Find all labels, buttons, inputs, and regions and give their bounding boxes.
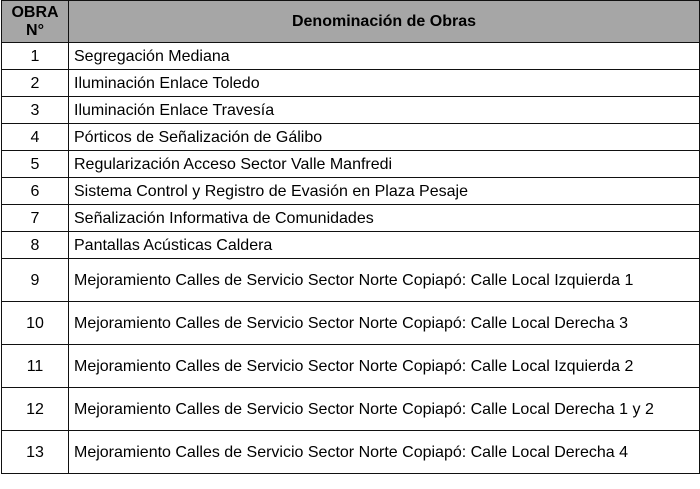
work-name: Sistema Control y Registro de Evasión en… — [68, 177, 700, 205]
table-row: 1 Segregación Mediana — [1, 42, 700, 70]
table-row: 5 Regularización Acceso Sector Valle Manf… — [1, 150, 700, 178]
work-number: 1 — [1, 42, 69, 70]
work-number: 13 — [1, 430, 69, 474]
work-name: Pórticos de Señalización de Gálibo — [68, 123, 700, 151]
work-name: Segregación Mediana — [68, 42, 700, 70]
work-number: 4 — [1, 123, 69, 151]
work-number: 9 — [1, 258, 69, 302]
table-row: 12 Mejoramiento Calles de Servicio Sector… — [1, 387, 700, 431]
table-row: 8 Pantallas Acústicas Caldera — [1, 231, 700, 259]
work-number: 8 — [1, 231, 69, 259]
work-number: 12 — [1, 387, 69, 431]
table-row: 4 Pórticos de Señalización de Gálibo — [1, 123, 700, 151]
work-number: 5 — [1, 150, 69, 178]
work-name: Pantallas Acústicas Caldera — [68, 231, 700, 259]
work-number: 7 — [1, 204, 69, 232]
table-row: 11 Mejoramiento Calles de Servicio Sector… — [1, 344, 700, 388]
header-number: OBRA N° — [1, 0, 69, 43]
work-name: Iluminación Enlace Travesía — [68, 96, 700, 124]
work-number: 10 — [1, 301, 69, 345]
work-name: Mejoramiento Calles de Servicio Sector N… — [68, 430, 700, 474]
work-name: Iluminación Enlace Toledo — [68, 69, 700, 97]
table-row: 6 Sistema Control y Registro de Evasión e… — [1, 177, 700, 205]
table-row: 3 Iluminación Enlace Travesía — [1, 96, 700, 124]
table-row: 9 Mejoramiento Calles de Servicio Sector … — [1, 258, 700, 302]
work-number: 11 — [1, 344, 69, 388]
work-name: Mejoramiento Calles de Servicio Sector N… — [68, 344, 700, 388]
work-number: 2 — [1, 69, 69, 97]
table-row: 2 Iluminación Enlace Toledo — [1, 69, 700, 97]
work-number: 6 — [1, 177, 69, 205]
works-table: OBRA N° Denominación de Obras 1 Segregaci… — [1, 0, 700, 474]
table-row: 13 Mejoramiento Calles de Servicio Sector… — [1, 430, 700, 474]
work-number: 3 — [1, 96, 69, 124]
header-row: OBRA N° Denominación de Obras — [1, 0, 700, 43]
work-name: Mejoramiento Calles de Servicio Sector N… — [68, 387, 700, 431]
table-row: 7 Señalización Informativa de Comunidades — [1, 204, 700, 232]
work-name: Mejoramiento Calles de Servicio Sector N… — [68, 258, 700, 302]
work-name: Mejoramiento Calles de Servicio Sector N… — [68, 301, 700, 345]
header-name: Denominación de Obras — [68, 0, 700, 43]
work-name: Señalización Informativa de Comunidades — [68, 204, 700, 232]
table-row: 10 Mejoramiento Calles de Servicio Sector… — [1, 301, 700, 345]
work-name: Regularización Acceso Sector Valle Manfr… — [68, 150, 700, 178]
